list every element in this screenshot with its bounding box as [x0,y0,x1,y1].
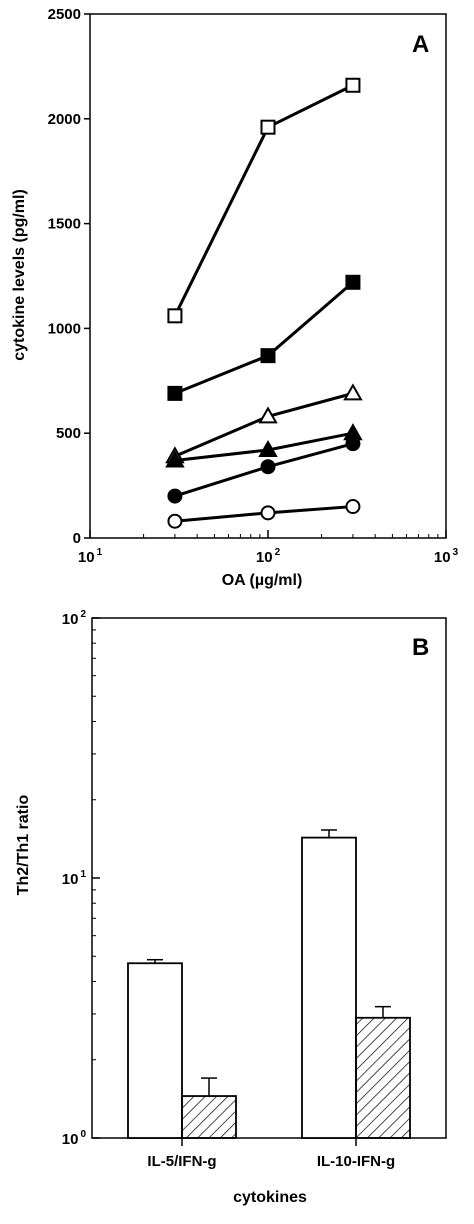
panel-a-data-point [167,385,183,401]
panel-a-data-point [345,274,361,290]
panel-b-y-axis-title: Th2/Th1 ratio [15,795,32,896]
panel-a-x-axis-title: OA (µg/ml) [222,572,303,589]
panel-b-y-tick-label: 10 1 [62,869,87,888]
panel-b-bar [355,1016,411,1139]
panel-a-label: A [412,31,429,58]
panel-a-data-point [260,119,276,135]
panel-b-x-axis-title: cytokines [233,1189,307,1206]
panel-a-y-tick-label: 2000 [48,111,81,128]
panel-a-data-point [260,459,276,475]
panel-a-data-point [345,499,361,515]
panel-a-data-point [345,77,361,93]
panel-a-data-point [167,308,183,324]
panel-a-data-point [167,488,183,504]
panel-b-bar [301,836,357,1139]
panel-a-data-point [345,436,361,452]
panel-a-series-line [174,281,354,395]
panel-a-y-tick-label: 1500 [48,216,81,233]
panel-b-label: B [412,634,429,661]
panel-a-data-point [343,383,363,401]
panel-a-series-line [174,391,354,458]
panel-a-chart: A cytokine levels (pg/ml) OA (µg/ml) 0 50… [11,6,459,589]
panel-a-data-point [165,450,185,468]
panel-a-y-tick-label: 2500 [48,6,81,23]
panel-a-data-point [260,505,276,521]
panel-b-category-label: IL-5/IFN-g [147,1153,216,1170]
panel-a-y-axis-title: cytokine levels (pg/ml) [11,189,28,361]
panel-a-x-tick-label: 10 1 [78,547,103,566]
panel-a-data-point [258,439,278,457]
panel-a-data-point [258,406,278,424]
panel-b-category-label: IL-10-IFN-g [317,1153,395,1170]
panel-b-bar [181,1095,237,1139]
panel-a-data-point [260,348,276,364]
panel-b-bar [127,962,183,1139]
panel-a-y-tick-label: 0 [73,530,81,547]
panel-a-x-tick-label: 10 2 [256,547,281,566]
panel-a-data-point [167,513,183,529]
panel-a-x-tick-label: 10 3 [434,547,459,566]
panel-a-y-tick-label: 1000 [48,320,81,337]
panel-b-y-tick-label: 10 0 [62,1129,87,1148]
panel-a-y-tick-label: 500 [56,425,81,442]
panel-b-y-tick-label: 10 2 [62,609,87,628]
